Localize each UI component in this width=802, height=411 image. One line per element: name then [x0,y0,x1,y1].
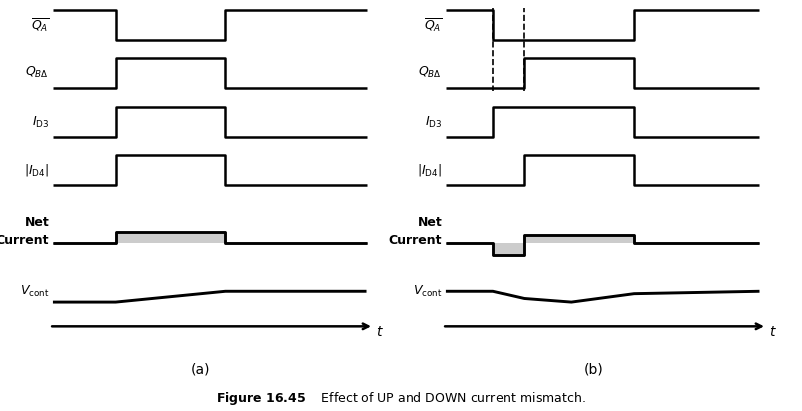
Text: (a): (a) [191,363,210,377]
Text: $t$: $t$ [375,325,383,339]
Text: Net: Net [418,216,442,229]
Text: $|\it{I}_{\rm{D4}}|$: $|\it{I}_{\rm{D4}}|$ [24,162,49,178]
Text: $\mathbf{Figure\ 16.45}$    Effect of UP and DOWN current mismatch.: $\mathbf{Figure\ 16.45}$ Effect of UP an… [216,390,586,407]
Text: $t$: $t$ [768,325,776,339]
Text: $Q_{B\Delta}$: $Q_{B\Delta}$ [419,65,442,80]
Text: $\it{I}_{\rm{D3}}$: $\it{I}_{\rm{D3}}$ [425,115,442,130]
Text: $|\it{I}_{\rm{D4}}|$: $|\it{I}_{\rm{D4}}|$ [417,162,442,178]
Text: $\overline{Q_A}$: $\overline{Q_A}$ [424,16,442,34]
Text: $\it{I}_{\rm{D3}}$: $\it{I}_{\rm{D3}}$ [32,115,49,130]
Text: $\it{V}_{\rm{cont}}$: $\it{V}_{\rm{cont}}$ [20,284,49,300]
Text: Current: Current [389,234,442,247]
Text: (b): (b) [584,363,603,377]
Text: $\it{V}_{\rm{cont}}$: $\it{V}_{\rm{cont}}$ [413,284,442,300]
Text: Net: Net [25,216,49,229]
Text: $Q_{B\Delta}$: $Q_{B\Delta}$ [26,65,49,80]
Text: Current: Current [0,234,49,247]
Text: $\overline{Q_A}$: $\overline{Q_A}$ [31,16,49,34]
